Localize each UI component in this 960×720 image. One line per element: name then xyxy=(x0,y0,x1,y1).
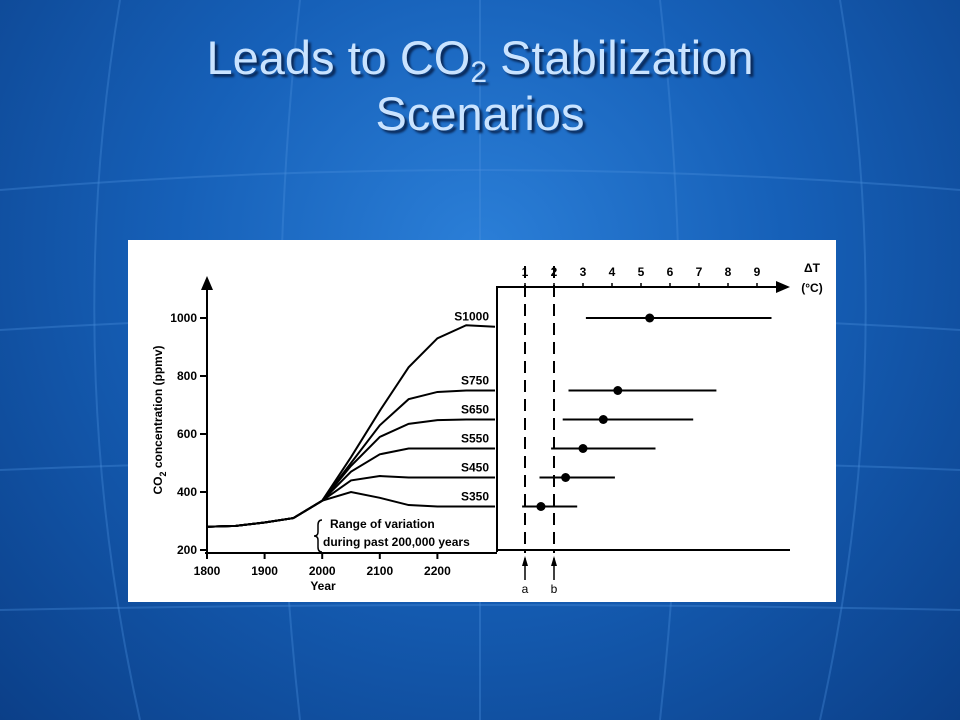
series-label: S750 xyxy=(461,374,489,388)
y-axis-label: CO2 concentration (ppmv) xyxy=(151,345,168,494)
x2-tick-label: 6 xyxy=(667,265,674,279)
marker-arrow-head xyxy=(522,556,528,566)
x-axis-label: Year xyxy=(310,579,336,593)
y-axis-arrow xyxy=(201,276,213,290)
series-label: S450 xyxy=(461,461,489,475)
chart-background xyxy=(128,240,836,602)
x-tick-label: 2100 xyxy=(366,564,393,578)
x-tick-label: 2000 xyxy=(309,564,336,578)
x2-tick-label: 9 xyxy=(754,265,761,279)
annotation: during past 200,000 years xyxy=(323,535,470,549)
y-tick-label: 200 xyxy=(177,543,197,557)
x-tick-label: 1900 xyxy=(251,564,278,578)
y-tick-label: 400 xyxy=(177,485,197,499)
y-label-text: concentration (ppmv) xyxy=(151,345,165,471)
y-tick-label: 600 xyxy=(177,427,197,441)
x-tick-label: 1800 xyxy=(194,564,221,578)
annotation: Range of variation xyxy=(330,517,435,531)
x2-tick-label: 3 xyxy=(580,265,587,279)
series-label: S1000 xyxy=(454,310,489,324)
title-text: Leads to CO xyxy=(206,31,471,84)
brace xyxy=(313,519,323,553)
series-label: S550 xyxy=(461,432,489,446)
range-mid-dot xyxy=(561,473,571,482)
series-line xyxy=(206,490,495,528)
y-label-subscript: 2 xyxy=(158,472,168,477)
slide-title: Leads to CO2 Stabilization Scenarios xyxy=(0,30,960,142)
x2-tick-label: 4 xyxy=(609,265,616,279)
marker-label: a xyxy=(522,582,529,596)
x2-axis-unit: (°C) xyxy=(801,281,822,295)
series-label: S350 xyxy=(461,490,489,504)
title-subscript: 2 xyxy=(470,56,488,89)
range-mid-dot xyxy=(578,444,588,453)
y-label-text: CO xyxy=(151,477,165,495)
title-text: Stabilization xyxy=(487,31,754,84)
range-mid-dot xyxy=(645,313,655,323)
range-mid-dot xyxy=(613,386,623,395)
x2-tick-label: 7 xyxy=(696,265,703,279)
range-mid-dot xyxy=(536,502,546,511)
marker-label: b xyxy=(551,582,558,596)
x2-tick-label: 5 xyxy=(638,265,645,279)
x2-axis-label: ΔT xyxy=(804,261,821,275)
title-text: Scenarios xyxy=(375,87,585,140)
series-label: S650 xyxy=(461,403,489,417)
x2-axis-arrow xyxy=(776,281,790,293)
x2-tick-label: 8 xyxy=(725,265,732,279)
y-tick-label: 800 xyxy=(177,369,197,383)
marker-arrow-head xyxy=(551,556,557,566)
y-tick-label: 1000 xyxy=(170,311,197,325)
x-tick-label: 2200 xyxy=(424,564,451,578)
range-mid-dot xyxy=(598,415,608,424)
